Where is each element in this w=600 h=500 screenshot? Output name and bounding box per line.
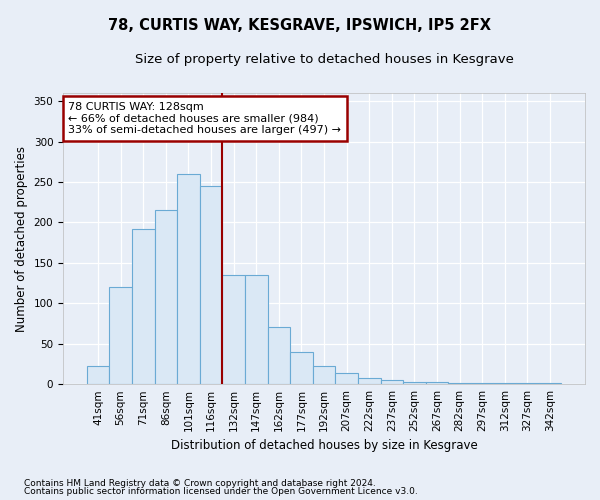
Text: 78, CURTIS WAY, KESGRAVE, IPSWICH, IP5 2FX: 78, CURTIS WAY, KESGRAVE, IPSWICH, IP5 2…	[109, 18, 491, 32]
Bar	[223, 275, 245, 384]
Bar	[425, 382, 448, 384]
Bar	[177, 174, 200, 384]
Bar	[539, 382, 561, 384]
Bar	[313, 366, 335, 384]
Bar	[290, 352, 313, 384]
Text: 78 CURTIS WAY: 128sqm
← 66% of detached houses are smaller (984)
33% of semi-det: 78 CURTIS WAY: 128sqm ← 66% of detached …	[68, 102, 341, 135]
Bar	[358, 378, 380, 384]
Y-axis label: Number of detached properties: Number of detached properties	[15, 146, 28, 332]
X-axis label: Distribution of detached houses by size in Kesgrave: Distribution of detached houses by size …	[170, 440, 478, 452]
Bar	[380, 380, 403, 384]
Text: Contains public sector information licensed under the Open Government Licence v3: Contains public sector information licen…	[24, 487, 418, 496]
Bar	[132, 229, 155, 384]
Bar	[403, 382, 425, 384]
Bar	[200, 186, 223, 384]
Bar	[268, 327, 290, 384]
Bar	[335, 373, 358, 384]
Bar	[448, 382, 471, 384]
Bar	[87, 366, 109, 384]
Bar	[109, 287, 132, 384]
Bar	[155, 210, 177, 384]
Bar	[245, 275, 268, 384]
Text: Contains HM Land Registry data © Crown copyright and database right 2024.: Contains HM Land Registry data © Crown c…	[24, 478, 376, 488]
Title: Size of property relative to detached houses in Kesgrave: Size of property relative to detached ho…	[134, 52, 514, 66]
Bar	[471, 382, 493, 384]
